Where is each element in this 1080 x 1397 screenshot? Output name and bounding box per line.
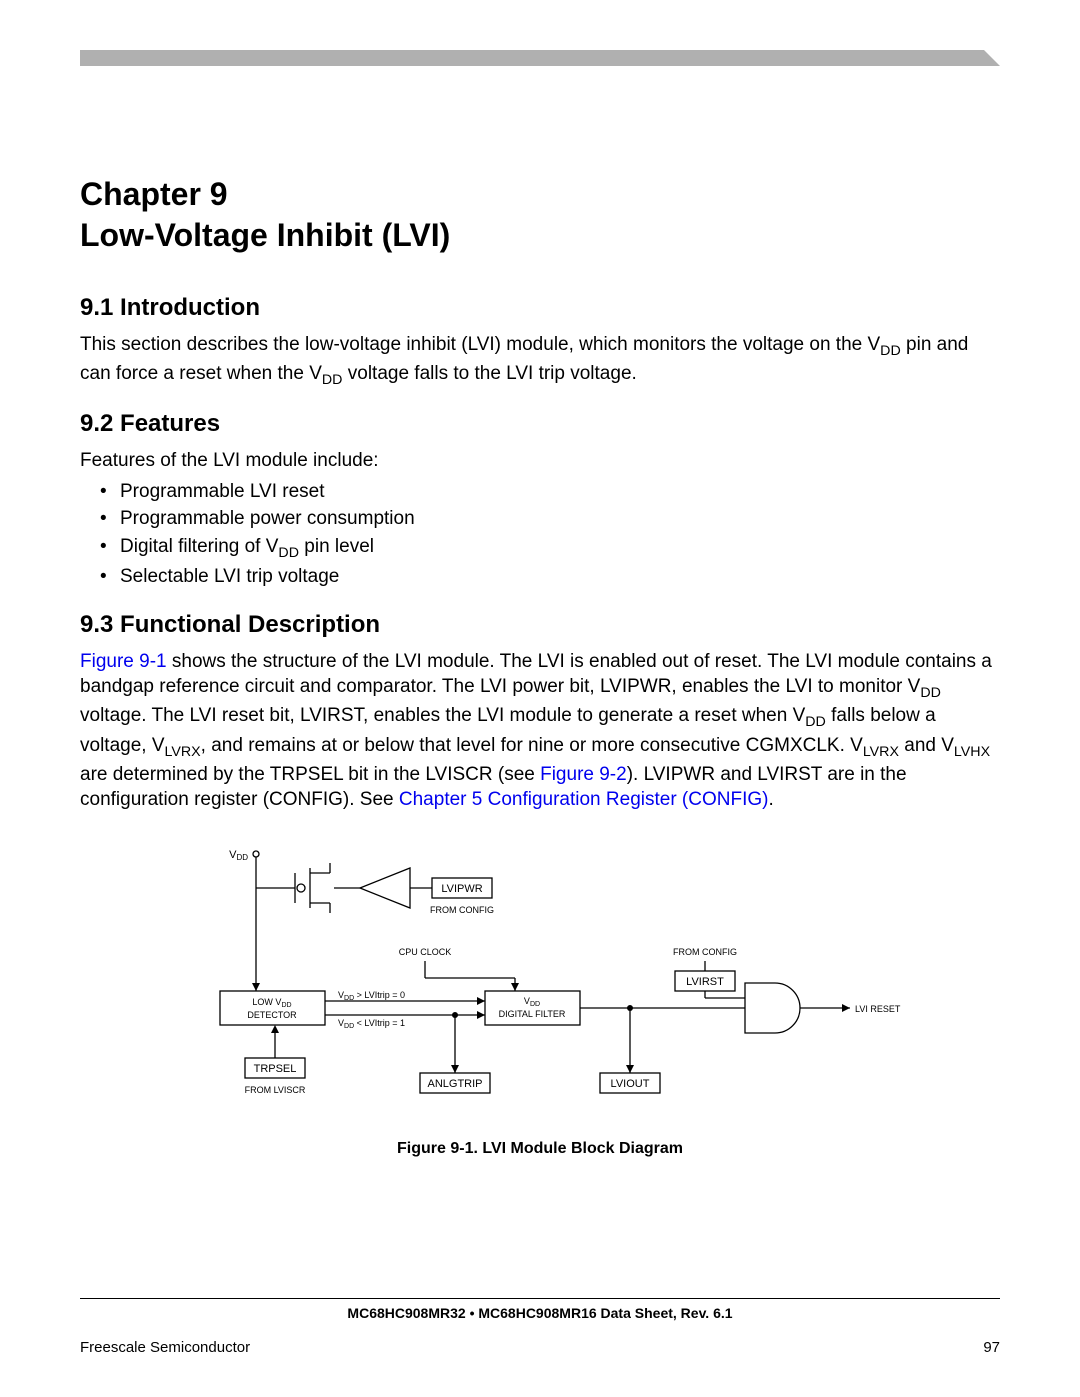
arrowhead-icon [477,997,485,1005]
subscript: DD [805,714,826,730]
company-name: Freescale Semiconductor [80,1339,250,1356]
figure-link[interactable]: Figure 9-1 [80,651,167,672]
section-heading-features: 9.2 Features [80,410,1000,438]
from-config-label: FROM CONFIG [430,905,494,915]
arrowhead-icon [477,1011,485,1019]
anlgtrip-label: ANLGTRIP [427,1078,482,1090]
header-bar [80,50,1000,66]
text: Digital filtering of V [120,536,278,557]
subscript: DD [322,372,343,388]
intro-paragraph: This section describes the low-voltage i… [80,332,1000,390]
subscript: LVHX [954,743,990,759]
functional-paragraph: Figure 9-1 shows the structure of the LV… [80,649,1000,813]
list-item: Digital filtering of VDD pin level [120,533,1000,563]
section-heading-functional: 9.3 Functional Description [80,611,1000,639]
text: shows the structure of the LVI module. T… [80,651,992,698]
figure-caption: Figure 9-1. LVI Module Block Diagram [80,1140,1000,1158]
vdd-terminal [253,851,259,857]
text: are determined by the TRPSEL bit in the … [80,764,540,785]
text: voltage. The LVI reset bit, LVIRST, enab… [80,705,805,726]
trpsel-label: TRPSEL [254,1063,297,1075]
digital-filter-label: DIGITAL FILTER [499,1009,566,1019]
chapter-title: Low-Voltage Inhibit (LVI) [80,217,1000,254]
arrowhead-icon [252,983,260,991]
text: This section describes the low-voltage i… [80,334,880,355]
cpu-clock-label: CPU CLOCK [399,947,452,957]
chapter-number: Chapter 9 [80,176,1000,213]
vdd-label: VDD [229,849,248,862]
from-config-label: FROM CONFIG [673,947,737,957]
arrowhead-icon [271,1025,279,1033]
subscript: DD [920,685,941,701]
list-item: Programmable power consumption [120,505,1000,533]
chapter-link[interactable]: Chapter 5 Configuration Register (CONFIG… [399,789,769,810]
text: pin level [299,536,374,557]
subscript: LVRX [165,743,201,759]
lvirst-label: LVIRST [686,976,724,988]
digital-filter-box [485,991,580,1025]
features-list: Programmable LVI reset Programmable powe… [80,478,1000,591]
text: voltage falls to the LVI trip voltage. [342,363,636,384]
subscript: LVRX [863,743,899,759]
and-gate-icon [745,983,800,1033]
lvi-reset-label: LVI RESET [855,1004,901,1014]
document-title-footer: MC68HC908MR32 • MC68HC908MR16 Data Sheet… [80,1298,1000,1321]
text: . [768,789,773,810]
subscript: DD [880,343,901,359]
lvi-block-diagram-svg: VDD LVIPWR [150,843,930,1123]
subscript: DD [278,545,299,561]
list-item: Programmable LVI reset [120,478,1000,506]
page: Chapter 9 Low-Voltage Inhibit (LVI) 9.1 … [0,0,1080,1396]
arrowhead-icon [626,1065,634,1073]
text: and V [899,735,954,756]
lt-label: VDD < LVItrip = 1 [338,1018,405,1030]
lviout-label: LVIOUT [611,1078,650,1090]
features-lead: Features of the LVI module include: [80,448,1000,474]
transistor-bubble [297,884,305,892]
list-item: Selectable LVI trip voltage [120,563,1000,591]
arrowhead-icon [511,983,519,991]
lvipwr-label: LVIPWR [441,883,482,895]
arrowhead-icon [842,1004,850,1012]
text: , and remains at or below that level for… [201,735,863,756]
arrowhead-icon [451,1065,459,1073]
from-lviscr-label: FROM LVISCR [245,1085,306,1095]
page-number: 97 [983,1339,1000,1356]
detector-label: DETECTOR [247,1010,297,1020]
block-diagram: VDD LVIPWR [80,843,1000,1158]
page-footer: Freescale Semiconductor 97 [80,1339,1000,1356]
figure-link[interactable]: Figure 9-2 [540,764,627,785]
junction-dot [452,1012,458,1018]
section-heading-intro: 9.1 Introduction [80,294,1000,322]
buffer-icon [360,868,410,908]
gt-label: VDD > LVItrip = 0 [338,990,405,1002]
